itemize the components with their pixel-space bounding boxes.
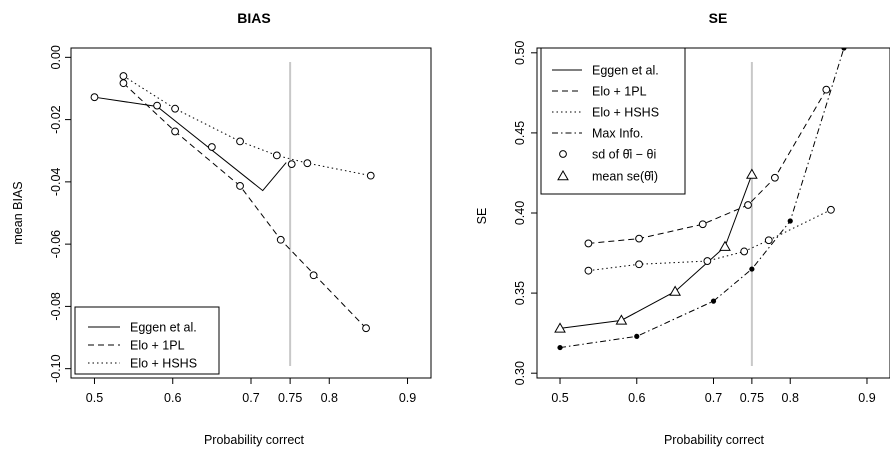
se-point-eggen-et-al (615, 314, 628, 325)
bias-point-elo-1pl (171, 127, 179, 136)
se-y-tick-label: 0.45 (513, 121, 527, 145)
bias-y-tick-label: -0.08 (49, 292, 63, 321)
se-point-elo-1pl (698, 220, 707, 229)
se-point-elo-1pl (635, 234, 643, 243)
bias-point-elo-hshs (236, 137, 244, 146)
bias-series-line-elo-1pl (123, 82, 367, 329)
se-point-eggen-et-al (746, 168, 758, 179)
bias-title: BIAS (237, 10, 270, 26)
se-point-elo-1pl (584, 239, 593, 248)
se-point-max-info (634, 333, 640, 339)
se-y-axis-label: SE (475, 208, 489, 225)
bias-legend-label: Eggen et al. (130, 321, 197, 335)
se-legend-box (540, 47, 686, 195)
bias-point-extra-points (153, 101, 161, 110)
bias-x-tick-label: 0.5 (86, 391, 103, 405)
se-legend-marker (559, 150, 567, 158)
se-y-tick-label: 0.40 (513, 201, 527, 225)
se-point-elo-hshs (635, 260, 643, 269)
se-point-elo-hshs (703, 257, 712, 265)
bias-y-tick-label: -0.06 (49, 230, 63, 259)
se-x-tick-label: 0.7 (705, 391, 722, 405)
bias-x-tick-label: 0.75 (278, 391, 302, 405)
se-x-tick-label: 0.75 (740, 391, 764, 405)
se-point-elo-hshs (764, 236, 773, 245)
bias-point-extra-points (287, 160, 296, 169)
se-point-elo-hshs (740, 247, 749, 256)
se-point-max-info (787, 218, 793, 224)
se-x-tick-label: 0.8 (782, 391, 799, 405)
bias-y-tick-label: 0.00 (49, 45, 63, 69)
se-point-elo-hshs (584, 266, 593, 275)
se-legend-marker (557, 169, 569, 181)
se-x-tick-label: 0.5 (551, 391, 568, 405)
se-point-max-info (557, 344, 563, 351)
bias-legend-label: Elo + HSHS (130, 357, 197, 371)
se-panel: SE Probability correct SE 0.5 0.6 0.7 0.75 0… (475, 10, 890, 447)
se-point-elo-1pl (744, 201, 752, 209)
se-plot-area: 0.5 0.6 0.7 0.75 0.8 0.9 0.30 0.35 0.40 0.45 0.50 (513, 41, 876, 405)
bias-y-tick-label: -0.10 (49, 354, 63, 383)
bias-point-elo-1pl (236, 182, 244, 190)
bias-point-elo-hshs (303, 159, 312, 168)
se-x-axis-label: Probability correct (664, 433, 765, 447)
se-y-tick-label: 0.30 (513, 361, 527, 385)
bias-y-tick-label: -0.04 (49, 168, 63, 197)
se-legend-label: Max Info. (592, 127, 643, 141)
se-series-line-elo-1pl (588, 89, 827, 244)
bias-series-line-elo-hshs (123, 75, 371, 177)
se-y-tick-label: 0.50 (513, 41, 527, 65)
bias-point-elo-hshs (119, 72, 128, 80)
se-title: SE (709, 10, 728, 26)
bias-point-elo-1pl (276, 235, 285, 244)
se-legend: Eggen et al. Elo + 1PL Elo + HSHS Max Info.… (540, 47, 686, 195)
bias-legend-box (74, 306, 220, 375)
bias-point-extra-points (309, 271, 318, 280)
bias-point-elo-hshs (366, 171, 375, 180)
bias-plot-area: 0.5 0.6 0.7 0.75 0.8 0.9 0.00 -0.02 -0.04 -0.06 -0… (49, 45, 416, 405)
se-point-elo-1pl (770, 173, 779, 182)
se-point-elo-hshs (827, 205, 835, 214)
bias-y-tick-label: -0.02 (49, 105, 63, 134)
bias-point-elo-1pl (119, 79, 128, 88)
bias-point-extra-points (207, 143, 216, 151)
bias-point-elo-1pl (362, 324, 370, 333)
bias-point-extra-points (90, 93, 99, 102)
bias-x-tick-label: 0.6 (164, 391, 181, 405)
bias-point-elo-hshs (171, 104, 179, 113)
bias-x-tick-label: 0.8 (321, 391, 338, 405)
se-point-eggen-et-al (669, 285, 681, 296)
bias-legend-label: Elo + 1PL (130, 339, 185, 353)
se-legend-label: Elo + 1PL (592, 85, 647, 99)
bias-x-tick-label: 0.9 (399, 391, 416, 405)
se-series-group (554, 48, 847, 351)
se-legend-label: Eggen et al. (592, 64, 659, 78)
se-legend-label: Elo + HSHS (592, 106, 659, 120)
se-x-tick-label: 0.9 (858, 391, 875, 405)
bias-legend: Eggen et al. Elo + 1PL Elo + HSHS (74, 306, 220, 375)
bias-series-group (90, 72, 375, 333)
se-y-tick-label: 0.35 (513, 281, 527, 305)
se-series-line-eggen-et-al (559, 174, 753, 329)
bias-point-elo-hshs (272, 151, 281, 160)
se-legend-label: sd of θ̂i − θi (592, 148, 656, 162)
se-point-max-info (749, 266, 755, 272)
se-point-max-info (710, 298, 717, 304)
bias-y-axis-label: mean BIAS (11, 181, 25, 244)
se-point-eggen-et-al (719, 240, 731, 251)
se-point-eggen-et-al (554, 322, 566, 333)
bias-x-tick-label: 0.7 (242, 391, 259, 405)
bias-panel: BIAS Probability correct mean BIAS 0.5 0.… (11, 10, 432, 447)
bias-x-axis-label: Probability correct (204, 433, 305, 447)
se-point-elo-1pl (822, 85, 831, 94)
se-x-tick-label: 0.6 (628, 391, 645, 405)
se-legend-label: mean se(θ̂i) (592, 170, 658, 184)
se-point-max-info (841, 48, 847, 51)
